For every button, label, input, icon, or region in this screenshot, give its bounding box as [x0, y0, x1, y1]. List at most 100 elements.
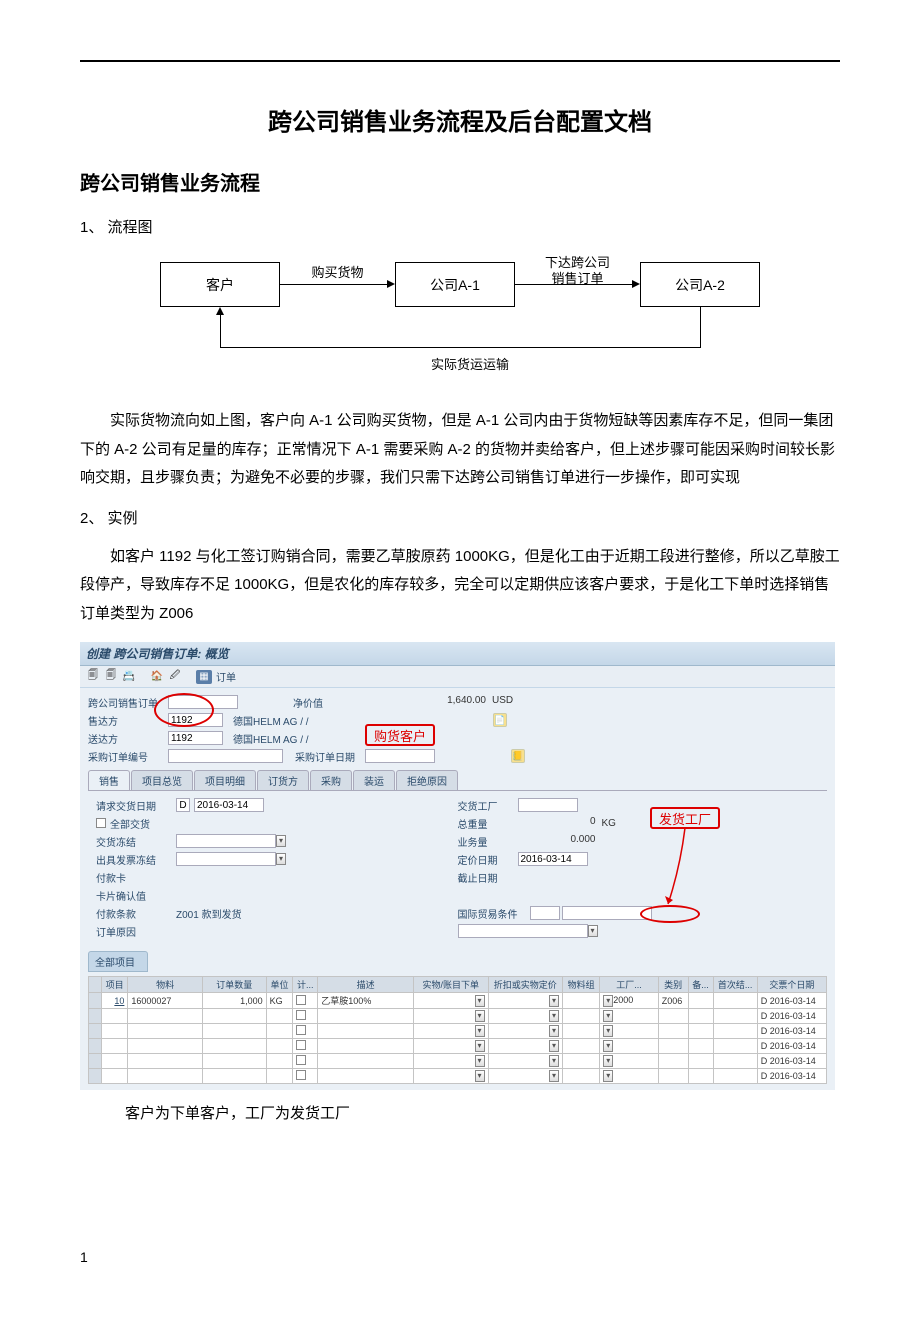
cell-dd3[interactable]: ▾: [603, 995, 613, 1007]
tab-itemov[interactable]: 项目总览: [131, 770, 193, 790]
toolbar-icon-4[interactable]: 🏠: [150, 670, 164, 684]
input-reqdate[interactable]: [194, 798, 264, 812]
cell-mat[interactable]: 16000027: [128, 993, 202, 1009]
cell-qty[interactable]: 1,000: [202, 993, 266, 1009]
sap-header-form: 跨公司销售订单 净价值 1,640.00 USD 售达方 德国HELM AG /…: [80, 688, 835, 1090]
input-order[interactable]: [168, 695, 238, 709]
col-calc[interactable]: 计...: [293, 977, 318, 993]
list-item-2: 2、 实例: [80, 507, 840, 528]
chk-complete[interactable]: [96, 818, 106, 828]
list-item-1: 1、 流程图: [80, 216, 840, 237]
return-h: [220, 347, 701, 348]
lbl-complete: 全部交货: [110, 816, 182, 831]
input-shipto[interactable]: [168, 731, 223, 745]
grid-row-empty[interactable]: ▾▾▾D 2016-03-14: [89, 1024, 827, 1039]
col-item[interactable]: 项目: [101, 977, 128, 993]
col-billdate[interactable]: 交票个日期: [757, 977, 826, 993]
grid-body: 10 16000027 1,000 KG 乙草胺100% ▾ ▾ ▾2000 Z…: [89, 993, 827, 1084]
col-matgrp[interactable]: 物料组: [563, 977, 600, 993]
lbl-reason: 订单原因: [96, 924, 176, 939]
items-grid: 项目 物料 订单数量 单位 计... 描述 实物/账目下单 折扣或实物定价 物料…: [88, 976, 827, 1084]
arrow-2-label: 下达跨公司 销售订单: [525, 255, 630, 286]
col-first[interactable]: 首次结...: [713, 977, 757, 993]
dd-reason[interactable]: ▾: [588, 925, 598, 937]
val-netval: 1,640.00: [353, 695, 488, 709]
col-mat[interactable]: 物料: [128, 977, 202, 993]
cell-plant[interactable]: 2000: [613, 995, 633, 1005]
paragraph-2: 如客户 1192 与化工签订购销合同，需要乙草胺原药 1000KG，但是化工由于…: [80, 543, 840, 629]
arrow-1-label: 购买货物: [290, 262, 385, 281]
grid-row-1[interactable]: 10 16000027 1,000 KG 乙草胺100% ▾ ▾ ▾2000 Z…: [89, 993, 827, 1009]
return-head: [216, 307, 224, 315]
input-plant[interactable]: [518, 798, 578, 812]
lbl-totwt: 总重量: [458, 816, 518, 831]
sap-screenshot: 创建 跨公司销售订单: 概览 🗐 🗐 📇 🏠 🖉 ▦ 订单 跨公司销售订单 净价…: [80, 642, 835, 1090]
tab-ship[interactable]: 装运: [353, 770, 395, 790]
tab-proc[interactable]: 采购: [310, 770, 352, 790]
toolbar-icon-2[interactable]: 🗐: [104, 670, 118, 684]
tab-reject[interactable]: 拒绝原因: [396, 770, 458, 790]
grid-row-empty[interactable]: ▾▾▾D 2016-03-14: [89, 1069, 827, 1084]
grid-row-empty[interactable]: ▾▾▾D 2016-03-14: [89, 1009, 827, 1024]
lbl-netval: 净价值: [293, 695, 353, 710]
dd-delblock[interactable]: ▾: [276, 835, 286, 847]
input-delblock[interactable]: [176, 834, 276, 848]
tab-itemdet[interactable]: 项目明细: [194, 770, 256, 790]
top-rule: [80, 60, 840, 62]
po-icon[interactable]: 📒: [511, 749, 525, 763]
cell-dd1[interactable]: ▾: [475, 995, 485, 1007]
cell-chk[interactable]: [296, 995, 306, 1005]
lbl-soldto: 售达方: [88, 713, 168, 728]
col-rem[interactable]: 备...: [688, 977, 713, 993]
sap-toolbar: 🗐 🗐 📇 🏠 🖉 ▦ 订单: [80, 666, 835, 688]
col-plant[interactable]: 工厂...: [600, 977, 659, 993]
val-curr: USD: [490, 695, 516, 709]
col-desc[interactable]: 描述: [318, 977, 414, 993]
toolbar-btn-label[interactable]: 订单: [216, 669, 236, 684]
lbl-order: 跨公司销售订单: [88, 695, 168, 710]
grid-header-row: 项目 物料 订单数量 单位 计... 描述 实物/账目下单 折扣或实物定价 物料…: [89, 977, 827, 993]
lbl-inco: 国际贸易条件: [458, 906, 530, 921]
input-soldto[interactable]: [168, 713, 223, 727]
lbl-payterm: 付款条款: [96, 906, 176, 921]
lbl-po: 采购订单编号: [88, 749, 168, 764]
input-inco1[interactable]: [530, 906, 560, 920]
input-reqdate-d[interactable]: [176, 798, 190, 812]
input-podate[interactable]: [365, 749, 435, 763]
toolbar-icon-3[interactable]: 📇: [122, 670, 136, 684]
input-billblock[interactable]: [176, 852, 276, 866]
cell-dd2[interactable]: ▾: [549, 995, 559, 1007]
partner-icon-1[interactable]: 📄: [493, 713, 507, 727]
lbl-shipto: 送达方: [88, 731, 168, 746]
input-inco2[interactable]: [562, 906, 652, 920]
toolbar-icon-5[interactable]: 🖉: [168, 670, 182, 684]
col-uom[interactable]: 单位: [266, 977, 293, 993]
lbl-pricedate: 定价日期: [458, 852, 518, 867]
input-po[interactable]: [168, 749, 283, 763]
screenshot-caption: 客户为下单客户，工厂为发货工厂: [80, 1100, 840, 1129]
section-heading: 跨公司销售业务流程: [80, 167, 840, 196]
col-cat[interactable]: 类别: [658, 977, 688, 993]
val-vol: 0.000: [518, 834, 598, 848]
toolbar-icon-1[interactable]: 🗐: [86, 670, 100, 684]
tab-orderer[interactable]: 订货方: [257, 770, 309, 790]
sap-sales-pane: 请求交货日期 全部交货 交货冻结 ▾ 出具发票冻结 ▾: [88, 790, 827, 947]
tab-sales[interactable]: 销售: [88, 770, 130, 790]
grid-row-empty[interactable]: ▾▾▾D 2016-03-14: [89, 1039, 827, 1054]
txt-soldto-name: 德国HELM AG / /: [233, 713, 493, 728]
arrow-1-line: [280, 284, 387, 285]
lbl-delblock: 交货冻结: [96, 834, 176, 849]
lbl-card: 付款卡: [96, 870, 176, 885]
input-reason[interactable]: [458, 924, 588, 938]
cell-cat[interactable]: Z006: [658, 993, 688, 1009]
toolbar-btn-icon[interactable]: ▦: [196, 670, 212, 684]
col-disc[interactable]: 折扣或实物定价: [488, 977, 562, 993]
cell-uom: KG: [266, 993, 293, 1009]
col-phys[interactable]: 实物/账目下单: [414, 977, 488, 993]
cell-date: D 2016-03-14: [757, 993, 826, 1009]
col-qty[interactable]: 订单数量: [202, 977, 266, 993]
grid-row-empty[interactable]: ▾▾▾D 2016-03-14: [89, 1054, 827, 1069]
cell-item[interactable]: 10: [101, 993, 128, 1009]
input-pricedate[interactable]: [518, 852, 588, 866]
dd-billblock[interactable]: ▾: [276, 853, 286, 865]
